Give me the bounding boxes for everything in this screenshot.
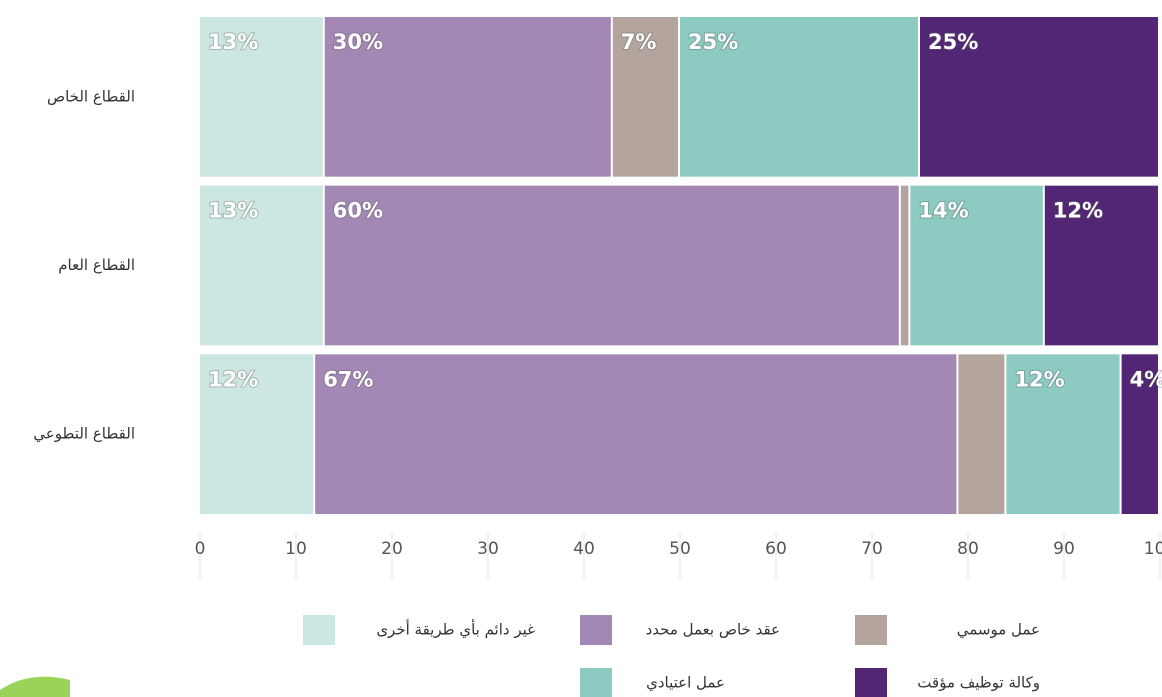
data-label: 67% xyxy=(323,367,373,391)
x-tick-label: 30 xyxy=(477,539,499,559)
legend-label: وكالة توظيف مؤقت xyxy=(917,674,1040,692)
data-label: 4% xyxy=(1130,367,1162,391)
data-label: 7% xyxy=(621,30,657,54)
data-label: 12% xyxy=(208,367,258,391)
bar-segment xyxy=(910,185,1043,346)
bar-segment xyxy=(1006,354,1120,514)
bar-segment xyxy=(324,17,611,177)
bar-segment xyxy=(612,17,678,177)
category-label: القطاع العام xyxy=(58,256,135,274)
legend-label: عمل اعتيادي xyxy=(646,674,725,693)
legend-label: غير دائم بأي طريقة أخرى xyxy=(376,619,535,640)
bar-segment xyxy=(958,354,1005,514)
bar-segment xyxy=(1044,185,1158,346)
legend-swatch xyxy=(580,668,612,697)
bar-segment xyxy=(315,354,957,514)
x-tick-label: 90 xyxy=(1053,539,1075,559)
legend-label: عقد خاص بعمل محدد xyxy=(646,621,780,639)
legend-swatch xyxy=(855,668,887,697)
bar-segment xyxy=(200,185,323,346)
bar-segment xyxy=(900,185,909,346)
x-tick-label: 10 xyxy=(285,539,307,559)
category-label: القطاع التطوعي xyxy=(33,425,135,444)
bar-segment xyxy=(200,17,323,177)
x-tick-label: 80 xyxy=(957,539,979,559)
data-label: 25% xyxy=(928,30,978,54)
decor xyxy=(0,676,70,697)
x-tick-label: 100 xyxy=(1144,539,1162,559)
data-label: 12% xyxy=(1014,367,1064,391)
data-label: 30% xyxy=(333,30,383,54)
legend-swatch xyxy=(303,615,335,645)
category-label: القطاع الخاص xyxy=(47,87,135,105)
data-label: 12% xyxy=(1053,199,1103,223)
legend-swatch xyxy=(855,615,887,645)
legend-label: عمل موسمي xyxy=(957,621,1040,640)
x-tick-label: 0 xyxy=(195,539,206,559)
x-tick-label: 40 xyxy=(573,539,595,559)
bar-segment xyxy=(200,354,314,514)
data-label: 60% xyxy=(333,199,383,223)
data-label: 13% xyxy=(208,30,258,54)
data-label: 13% xyxy=(208,199,258,223)
legend-swatch xyxy=(580,615,612,645)
data-label: 14% xyxy=(918,199,968,223)
x-tick-label: 20 xyxy=(381,539,403,559)
x-tick-label: 50 xyxy=(669,539,691,559)
bar-segment xyxy=(920,17,1158,177)
bar-segment xyxy=(324,185,899,346)
x-tick-label: 70 xyxy=(861,539,883,559)
x-tick-label: 60 xyxy=(765,539,787,559)
data-label: 25% xyxy=(688,30,738,54)
bar-segment xyxy=(680,17,918,177)
bar-segment xyxy=(1121,354,1158,514)
